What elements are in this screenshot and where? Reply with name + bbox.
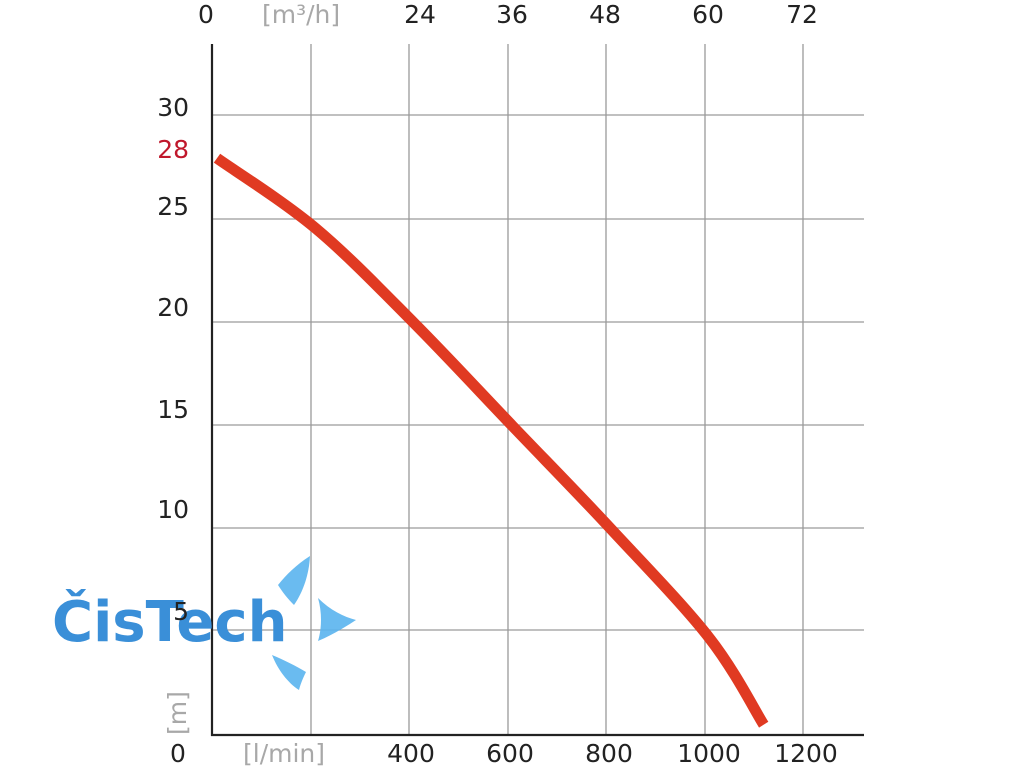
bottom-tick-1000: 1000 [677, 739, 741, 768]
grid [212, 44, 864, 735]
y-tick-15: 15 [157, 395, 189, 424]
logo-blade-top [278, 556, 310, 605]
top-tick-36: 36 [496, 0, 528, 29]
y-tick-25: 25 [157, 192, 189, 221]
logo-blade-bottom [272, 655, 306, 690]
cistech-logo: ČisTech [52, 556, 356, 690]
bottom-tick-800: 800 [585, 739, 633, 768]
top-tick-0: 0 [198, 0, 214, 29]
y-tick-5: 5 [173, 597, 189, 626]
top-tick-24: 24 [404, 0, 436, 29]
logo-blade-right [318, 598, 356, 641]
logo-text-tech: Tech [146, 590, 288, 655]
top-tick-60: 60 [692, 0, 724, 29]
y-tick-10: 10 [157, 495, 189, 524]
y-tick-28-highlight: 28 [157, 135, 189, 164]
logo-text: ČisTech [52, 590, 287, 655]
top-axis-labels: 0 [m³/h] 24 36 48 60 72 [198, 0, 818, 29]
y-tick-20: 20 [157, 293, 189, 322]
bottom-unit-label: [l/min] [243, 739, 325, 768]
y-tick-30: 30 [157, 93, 189, 122]
bottom-tick-1200: 1200 [774, 739, 838, 768]
top-tick-48: 48 [589, 0, 621, 29]
pump-curve-line [213, 153, 769, 728]
bottom-tick-400: 400 [387, 739, 435, 768]
y-axis-labels: 30 28 25 20 15 10 5 [m] [157, 93, 192, 735]
bottom-axis-labels: 0 [l/min] 400 600 800 1000 1200 [170, 739, 838, 768]
bottom-tick-600: 600 [486, 739, 534, 768]
top-unit-label: [m³/h] [262, 0, 340, 29]
bottom-tick-0: 0 [170, 739, 186, 768]
y-unit-label: [m] [163, 691, 192, 735]
logo-text-cis: Čis [52, 590, 146, 655]
top-tick-72: 72 [786, 0, 818, 29]
